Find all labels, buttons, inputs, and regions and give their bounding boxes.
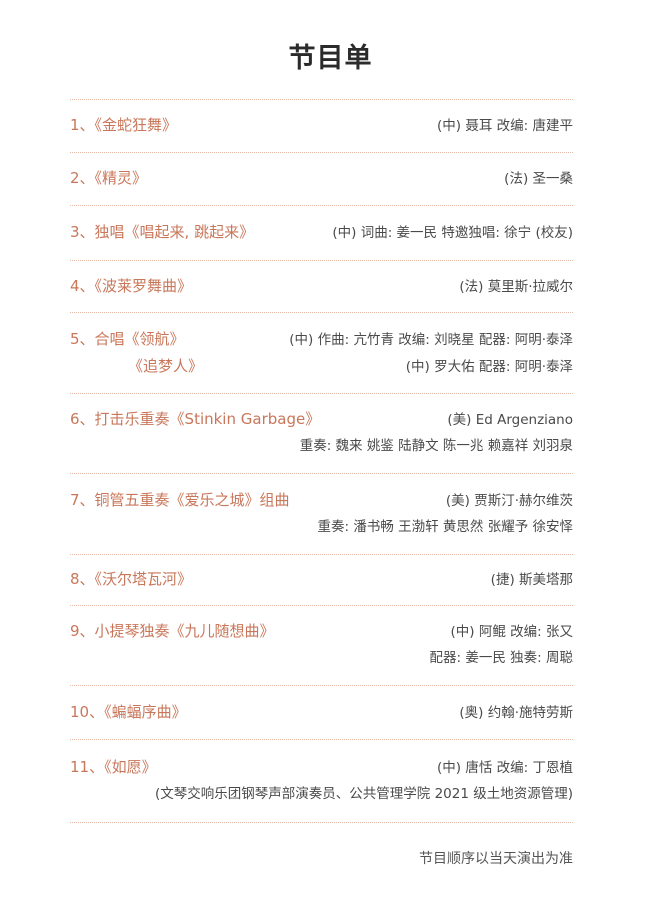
divider [70,605,573,606]
divider [70,205,573,206]
divider [70,151,573,153]
page-title: 节目单 [288,43,373,74]
program-line: 9、小提琴独奏《九儿随想曲》 (中) 阿鲲 改编: 张又 [70,618,573,645]
program-line: 配器: 姜一民 独奏: 周聪 [70,645,573,672]
program-item: 1、《金蛇狂舞》 (中) 聂耳 改编: 唐建平 [70,100,573,152]
program-list: 1、《金蛇狂舞》 (中) 聂耳 改编: 唐建平 2、《精灵》 (法) 圣一桑 3、独唱《… [70,99,573,823]
program-item: 3、独唱《唱起来, 跳起来》 (中) 词曲: 姜一民 特邀独唱: 徐宁 (校友) [70,206,573,260]
piece-title: 1、《金蛇狂舞》 [70,116,178,135]
divider [70,259,573,261]
program-item: 4、《波莱罗舞曲》 (法) 莫里斯·拉威尔 [70,261,573,313]
divider [70,99,573,100]
piece-credits: (中) 词曲: 姜一民 特邀独唱: 徐宁 (校友) [332,225,573,242]
program-line: 2、《精灵》 (法) 圣一桑 [70,165,573,192]
piece-title: 10、《蝙蝠序曲》 [70,702,187,721]
program-line: 6、打击乐重奏《Stinkin Garbage》 (美) Ed Argenzian… [70,406,573,433]
footer-note: 节目顺序以当天演出为准 [419,851,573,867]
piece-title: 4、《波莱罗舞曲》 [70,276,193,295]
piece-credits: (美) Ed Argenziano [447,412,573,429]
program-line: 7、铜管五重奏《爱乐之城》组曲 (美) 贾斯汀·赫尔维茨 [70,487,573,514]
divider [70,821,573,823]
program-item: 6、打击乐重奏《Stinkin Garbage》 (美) Ed Argenzian… [70,394,573,474]
piece-credits: (文琴交响乐团钢琴声部演奏员、公共管理学院 2021 级土地资源管理) [155,785,573,802]
program-line: 8、《沃尔塔瓦河》 (捷) 斯美塔那 [70,566,573,593]
piece-title: 7、铜管五重奏《爱乐之城》组曲 [70,490,290,509]
program-line: 4、《波莱罗舞曲》 (法) 莫里斯·拉威尔 [70,273,573,300]
program-item: 5、合唱《领航》 (中) 作曲: 亢竹青 改编: 刘晓星 配器: 阿明·泰泽《追梦… [70,313,573,393]
piece-title: 3、独唱《唱起来, 跳起来》 [70,223,255,242]
divider [70,684,573,686]
program-item: 2、《精灵》 (法) 圣一桑 [70,153,573,206]
piece-credits: (捷) 斯美塔那 [490,572,573,589]
program-line: 1、《金蛇狂舞》 (中) 聂耳 改编: 唐建平 [70,112,573,139]
program-item: 10、《蝙蝠序曲》 (奥) 约翰·施特劳斯 [70,686,573,740]
piece-credits: (中) 阿鲲 改编: 张又 [450,624,573,641]
piece-credits: (奥) 约翰·施特劳斯 [459,704,573,721]
piece-credits: 重奏: 魏来 姚鉴 陆静文 陈一兆 赖嘉祥 刘羽泉 [299,438,573,455]
piece-credits: 配器: 姜一民 独奏: 周聪 [429,650,573,667]
program-line: 11、《如愿》 (中) 唐恬 改编: 丁恩植 [70,754,573,781]
program-line: 《追梦人》 (中) 罗大佑 配器: 阿明·泰泽 [70,353,573,380]
divider [70,312,573,313]
program-item: 8、《沃尔塔瓦河》 (捷) 斯美塔那 [70,555,573,606]
piece-title: 8、《沃尔塔瓦河》 [70,570,193,589]
piece-credits: (美) 贾斯汀·赫尔维茨 [445,492,573,509]
program-item: 9、小提琴独奏《九儿随想曲》 (中) 阿鲲 改编: 张又配器: 姜一民 独奏: 周… [70,606,573,685]
piece-title: 6、打击乐重奏《Stinkin Garbage》 [70,410,321,429]
program-item: 7、铜管五重奏《爱乐之城》组曲 (美) 贾斯汀·赫尔维茨重奏: 潘书畅 王渤轩 黄… [70,474,573,554]
piece-credits: (中) 罗大佑 配器: 阿明·泰泽 [405,358,573,375]
divider [70,553,573,555]
piece-credits: 重奏: 潘书畅 王渤轩 黄思然 张耀予 徐安怿 [317,518,573,535]
piece-credits: (法) 莫里斯·拉威尔 [459,278,573,295]
program-line: (文琴交响乐团钢琴声部演奏员、公共管理学院 2021 级土地资源管理) [70,781,573,808]
divider [70,739,573,740]
piece-title: 2、《精灵》 [70,169,148,188]
piece-title: 9、小提琴独奏《九儿随想曲》 [70,622,275,641]
program-line: 5、合唱《领航》 (中) 作曲: 亢竹青 改编: 刘晓星 配器: 阿明·泰泽 [70,326,573,353]
piece-title: 11、《如愿》 [70,757,157,776]
piece-credits: (中) 唐恬 改编: 丁恩植 [437,759,573,776]
program-item: 11、《如愿》 (中) 唐恬 改编: 丁恩植 (文琴交响乐团钢琴声部演奏员、公共管理… [70,740,573,822]
piece-credits: (中) 作曲: 亢竹青 改编: 刘晓星 配器: 阿明·泰泽 [289,331,573,348]
program-line: 重奏: 潘书畅 王渤轩 黄思然 张耀予 徐安怿 [70,514,573,541]
piece-title: 《追梦人》 [128,356,204,375]
program-line: 3、独唱《唱起来, 跳起来》 (中) 词曲: 姜一民 特邀独唱: 徐宁 (校友) [70,219,573,246]
divider [70,392,573,394]
program-line: 重奏: 魏来 姚鉴 陆静文 陈一兆 赖嘉祥 刘羽泉 [70,433,573,460]
piece-title: 5、合唱《领航》 [70,329,185,348]
piece-credits: (法) 圣一桑 [504,171,573,188]
program-line: 10、《蝙蝠序曲》 (奥) 约翰·施特劳斯 [70,699,573,726]
piece-credits: (中) 聂耳 改编: 唐建平 [437,118,573,135]
divider [70,473,573,474]
